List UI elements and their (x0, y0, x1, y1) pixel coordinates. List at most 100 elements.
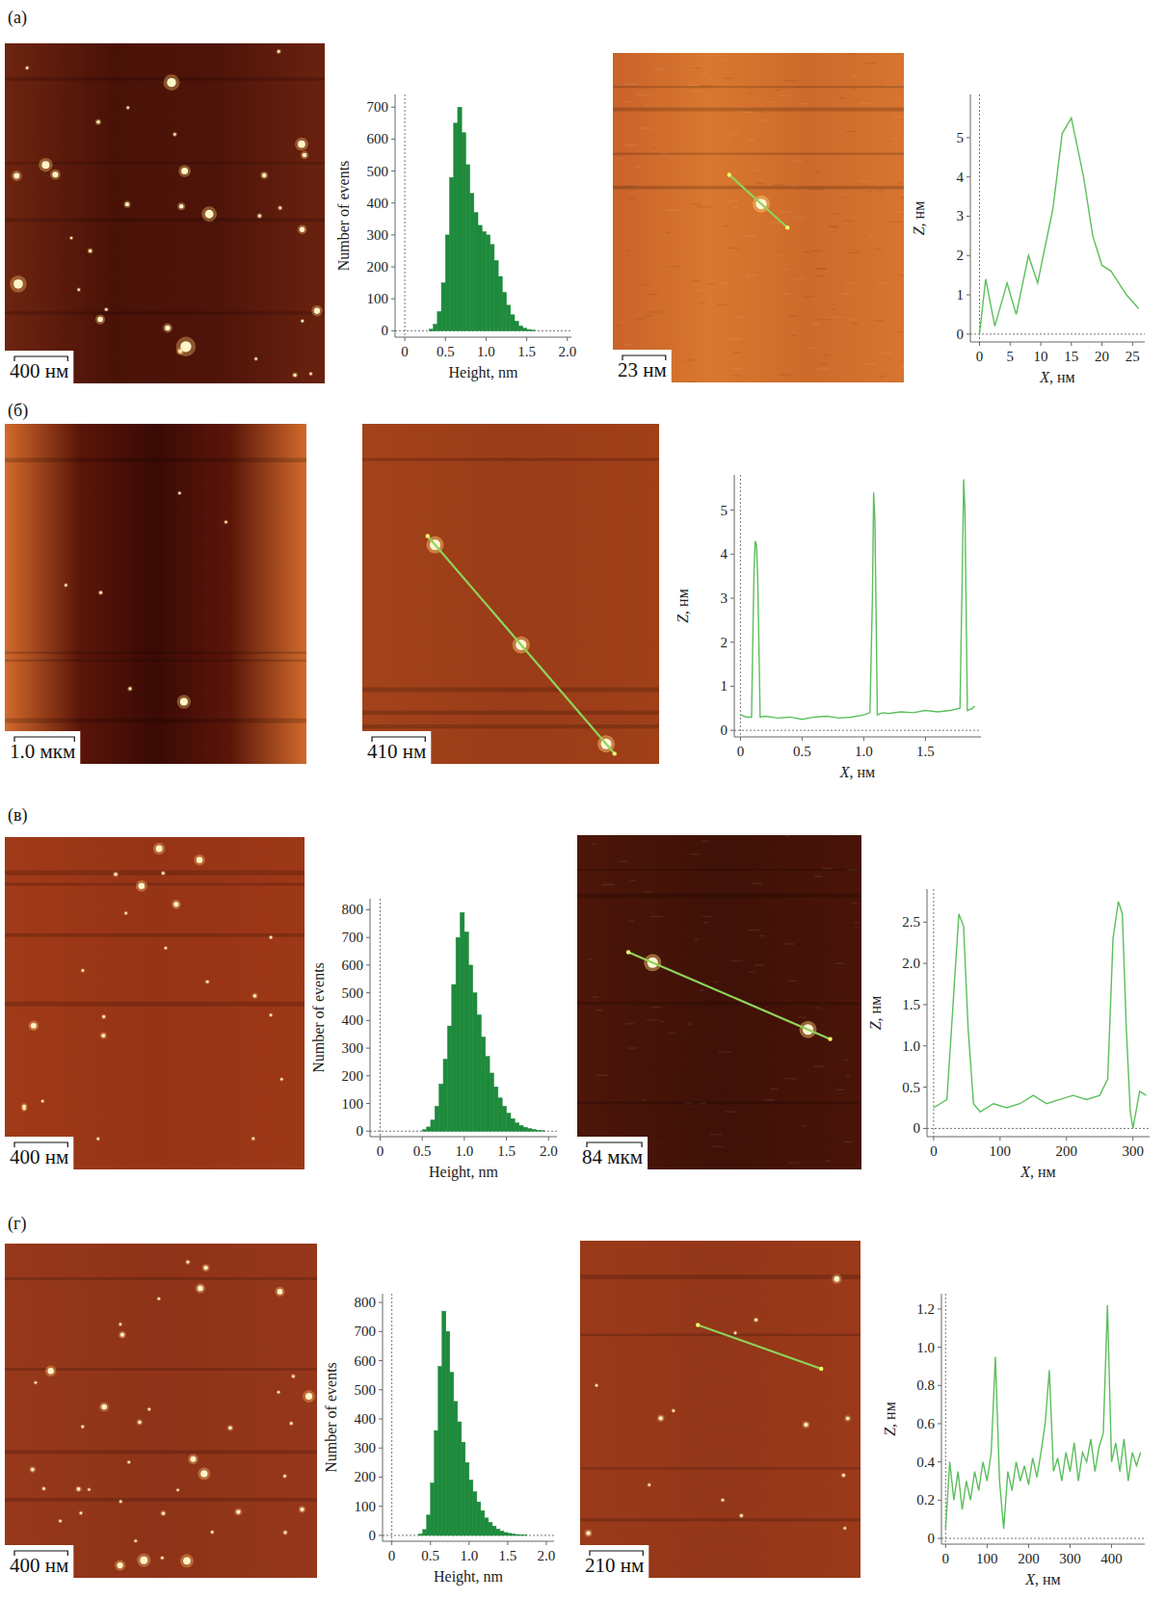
particle-glow (282, 1474, 288, 1480)
profile-curve (979, 117, 1139, 334)
particle-glow (136, 1554, 151, 1568)
scan-streak (612, 85, 904, 88)
particle (13, 172, 20, 179)
texture (635, 847, 643, 849)
scale-bar-box (362, 731, 431, 765)
texture (879, 352, 894, 355)
y-tick-label: 0 (956, 326, 965, 343)
texture (841, 1052, 853, 1055)
histogram-bar (474, 212, 478, 332)
texture (720, 901, 726, 904)
y-tick-label: 500 (367, 163, 390, 180)
x-tick (422, 1137, 424, 1141)
y-tick-label: 100 (367, 291, 390, 307)
scan-streak (4, 718, 307, 724)
texture (701, 85, 715, 88)
profile-end (827, 1036, 832, 1041)
texture (773, 890, 783, 893)
texture (728, 247, 742, 250)
particle (277, 50, 281, 53)
x-axis (395, 337, 572, 339)
particle-glow (41, 1486, 47, 1492)
histogram-bar (480, 1510, 485, 1536)
line-chart: 01234500.51.01.5X, нмZ, нм (674, 475, 981, 781)
histogram-bar (489, 1073, 494, 1132)
particle (117, 1562, 124, 1569)
y-tick-label: 500 (342, 985, 365, 1002)
texture (847, 252, 861, 255)
particle (197, 1286, 204, 1293)
texture (873, 248, 881, 251)
histogram-bar (540, 1130, 545, 1133)
texture (900, 197, 904, 200)
x-axis (970, 342, 1145, 344)
y-tick (937, 1308, 942, 1310)
image-ground (4, 423, 307, 765)
particle (278, 206, 282, 210)
particle (113, 873, 117, 876)
scan-streak (4, 871, 305, 876)
texture (851, 902, 858, 905)
particle (734, 1331, 737, 1334)
scale-bar-line (14, 1551, 68, 1557)
texture (731, 207, 738, 210)
scale-bar: 400 нм (4, 1137, 74, 1170)
texture (891, 137, 899, 140)
scan-streak (577, 1002, 862, 1006)
texture (864, 363, 877, 366)
particle (13, 279, 24, 290)
histogram-bar (453, 1402, 458, 1536)
texture (690, 203, 701, 206)
texture (714, 980, 720, 983)
image-ground (4, 43, 325, 384)
axis-title-rest: , нм (867, 996, 884, 1023)
scan-streak (4, 1451, 318, 1456)
particle (301, 319, 304, 322)
texture (664, 1095, 670, 1098)
particle-glow (841, 1473, 847, 1479)
y-tick-label: 5 (720, 503, 729, 519)
histogram-bar (484, 1518, 489, 1536)
histogram-bar (465, 164, 470, 331)
x-tick-label: 1.0 (476, 344, 496, 360)
particle-glow (69, 236, 74, 240)
particle (101, 1404, 106, 1410)
x-tick-label: 0 (376, 1143, 385, 1160)
particle-glow (98, 590, 104, 596)
texture (610, 856, 622, 859)
texture (701, 73, 708, 76)
y-tick (391, 234, 396, 236)
y-tick (966, 333, 971, 335)
texture (691, 901, 705, 904)
texture (734, 135, 740, 138)
image-ground (362, 423, 660, 765)
histogram-bar (498, 276, 503, 331)
texture (860, 928, 862, 931)
y-tick (923, 922, 927, 924)
y-tick (366, 1131, 371, 1133)
zero-line (740, 475, 742, 738)
particle (78, 289, 80, 292)
particle-glow (104, 307, 109, 313)
particle-glow (153, 843, 165, 855)
texture (688, 1108, 700, 1111)
histogram-bar (428, 329, 433, 332)
y-tick-label: 0 (720, 722, 729, 739)
histogram-bar (464, 931, 469, 1132)
particle (309, 372, 312, 375)
y-tick (730, 686, 735, 688)
y-tick-label: 200 (367, 259, 390, 275)
scale-bar-label: 1.0 мкм (9, 740, 76, 764)
particle (280, 1078, 283, 1081)
texture (697, 290, 704, 292)
texture (817, 369, 831, 371)
axis-title-rest: , нм (1049, 369, 1076, 386)
y-tick-label: 600 (342, 957, 365, 974)
texture (746, 138, 755, 141)
histogram-bar (434, 1430, 439, 1536)
y-axis (395, 94, 397, 338)
particle (22, 1105, 27, 1110)
texture (699, 303, 706, 306)
texture (596, 1075, 609, 1078)
histogram-bar (511, 1534, 516, 1536)
